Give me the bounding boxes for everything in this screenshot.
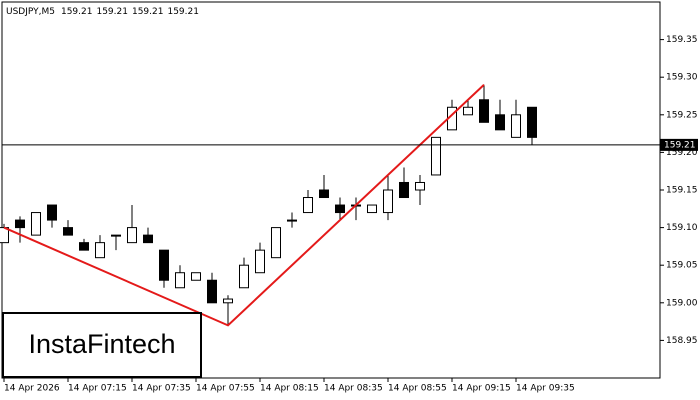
quote-low: 159.21 [132, 7, 164, 17]
y-tick-label: 159.10 [666, 223, 698, 233]
candle-body [319, 189, 329, 199]
y-tick-label: 159.00 [666, 298, 698, 308]
candle-body [63, 227, 73, 236]
plot-layer: 158.95159.00159.05159.10159.15159.20159.… [0, 35, 698, 394]
candle-body [223, 298, 233, 304]
logo-box [2, 312, 202, 378]
candle-body [47, 204, 57, 221]
y-tick-label: 159.15 [666, 186, 698, 196]
x-tick-label: 14 Apr 09:15 [452, 384, 511, 394]
candle-body [95, 242, 105, 259]
candle-body [431, 136, 441, 176]
candle-body [31, 212, 41, 236]
candle-body [511, 114, 521, 138]
y-tick-label: 159.20 [666, 148, 698, 158]
candle-body [335, 204, 345, 214]
candle-body [175, 272, 185, 289]
y-tick-label: 159.35 [666, 35, 698, 45]
candle-body [367, 204, 377, 214]
x-tick-label: 14 Apr 07:55 [196, 384, 255, 394]
candle-body [383, 189, 393, 214]
candle-body [191, 272, 201, 281]
x-tick-label: 14 Apr 08:55 [388, 384, 447, 394]
header: USDJPY,M5 159.21 159.21 159.21 159.21 [6, 7, 199, 17]
candle-body [287, 219, 297, 222]
candle-body [127, 227, 137, 244]
quote-high: 159.21 [96, 7, 128, 17]
y-tick-label: 159.30 [666, 73, 698, 83]
quote-open: 159.21 [61, 7, 93, 17]
x-tick-label: 14 Apr 09:35 [516, 384, 575, 394]
candle-body [479, 99, 489, 123]
candle-body [527, 106, 537, 138]
pattern-line [3, 83, 485, 327]
last-price-box [660, 138, 698, 151]
quote-close: 159.21 [167, 7, 199, 17]
candle-body [111, 234, 121, 237]
candle-body [255, 249, 265, 274]
candle-body [399, 181, 409, 199]
candle-body [143, 234, 153, 244]
candle-body [271, 227, 281, 259]
candle-body [159, 249, 169, 281]
candle-body [495, 114, 505, 131]
last-price-label: 159.21 [664, 140, 696, 150]
candle-body [15, 219, 25, 229]
y-tick-label: 159.25 [666, 110, 698, 120]
candle-body [415, 181, 425, 191]
x-tick-label: 14 Apr 07:35 [132, 384, 191, 394]
candle-body [207, 279, 217, 304]
x-tick-label: 14 Apr 2026 [4, 384, 60, 394]
candle-body [303, 197, 313, 214]
candle-body [239, 264, 249, 289]
x-tick-label: 14 Apr 08:15 [260, 384, 319, 394]
y-tick-label: 158.95 [666, 336, 698, 346]
logo: InstaFintech [28, 329, 175, 359]
candle-body [463, 106, 473, 116]
y-tick-label: 159.05 [666, 261, 698, 271]
candle-body [79, 242, 89, 251]
x-tick-label: 14 Apr 07:15 [68, 384, 127, 394]
x-tick-label: 14 Apr 08:35 [324, 384, 383, 394]
symbol: USDJPY,M5 [6, 7, 55, 17]
